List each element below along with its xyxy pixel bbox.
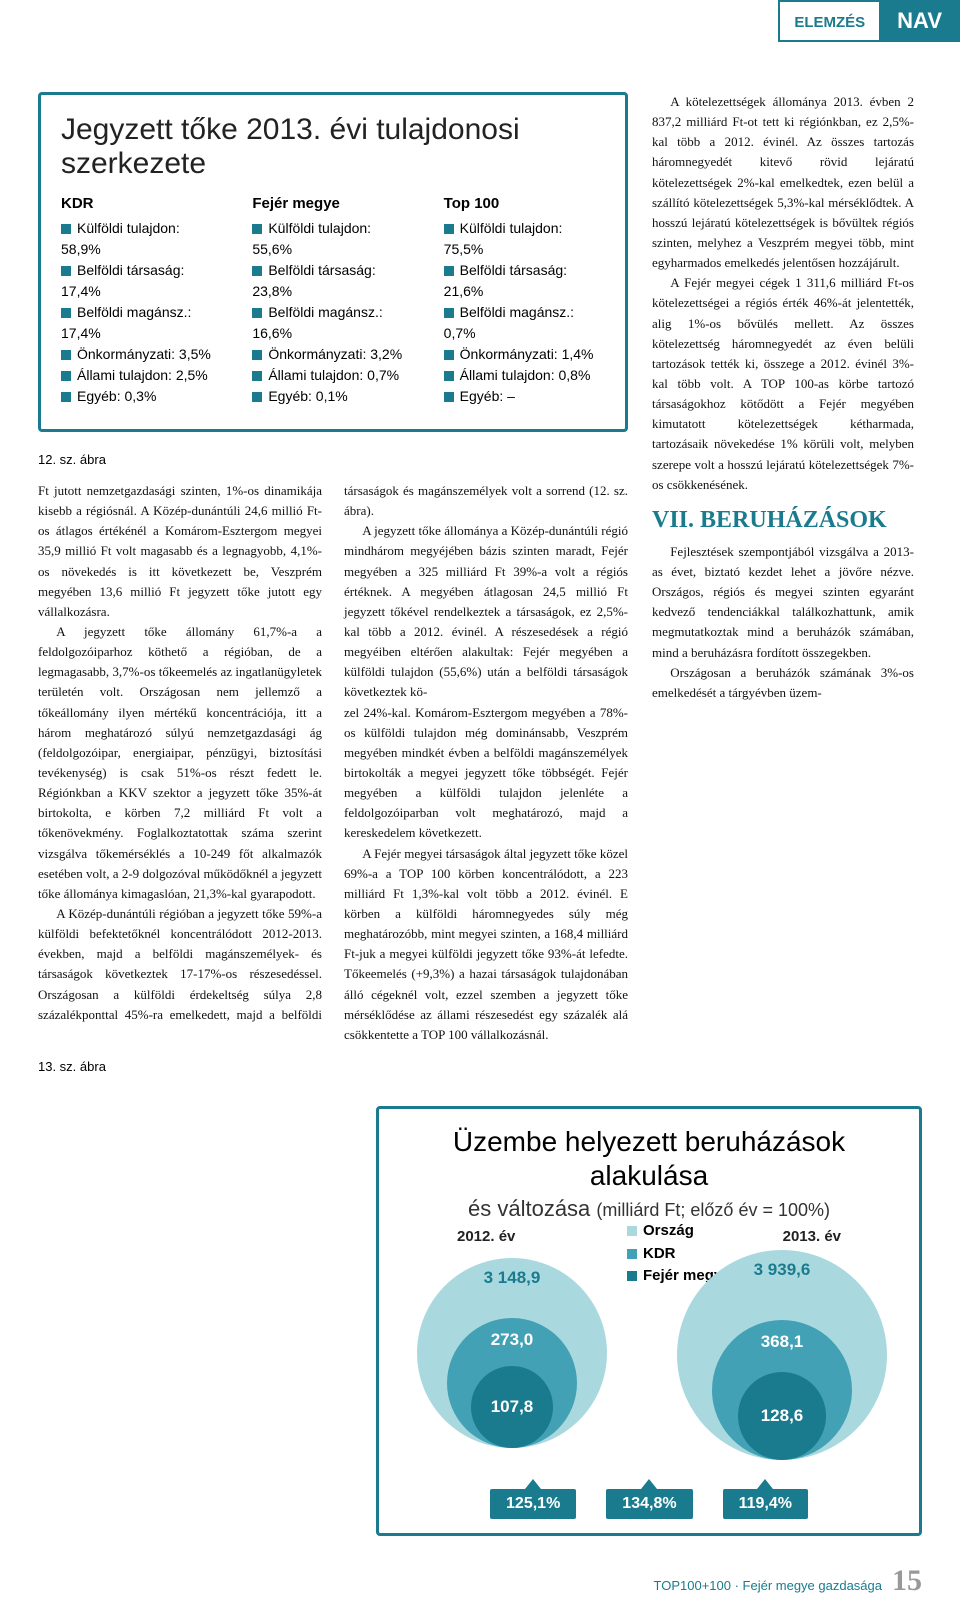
ownership-legend: KDR Külföldi tulajdon: 58,9% Belföldi tá… <box>61 195 605 407</box>
pct-row: 125,1% 134,8% 119,4% <box>379 1489 919 1519</box>
section-label: ELEMZÉS <box>778 0 879 42</box>
side-body-2: Fejlesztések szempontjából vizsgálva a 2… <box>652 542 914 703</box>
pct-kdr: 134,8% <box>606 1489 692 1519</box>
bubble-subtitle: és változása (milliárd Ft; előző év = 10… <box>397 1196 901 1222</box>
circle-2012-fejer: 107,8 <box>471 1366 553 1448</box>
page-footer: TOP100+100 · Fejér megye gazdasága 15 <box>38 1564 922 1622</box>
chart1-caption: 12. sz. ábra <box>38 452 628 467</box>
pct-fejer: 119,4% <box>723 1489 808 1519</box>
bubble-title: Üzembe helyezett beruházások alakulása <box>397 1125 901 1192</box>
body-p6: A Fejér megyei társaságok által jegyzett… <box>344 844 628 1045</box>
ownership-chart-box: Jegyzett tőke 2013. évi tulajdonosi szer… <box>38 92 628 432</box>
footer-text: TOP100+100 · Fejér megye gazdasága <box>654 1578 882 1593</box>
side-p4: Országosan a beruházók számának 3%-os em… <box>652 663 914 703</box>
side-p3: Fejlesztések szempontjából vizsgálva a 2… <box>652 542 914 663</box>
ownership-chart-title: Jegyzett tőke 2013. évi tulajdonosi szer… <box>61 113 605 181</box>
header-band: ELEMZÉS NAV <box>778 0 960 42</box>
legend-head-top100: Top 100 <box>444 195 605 212</box>
investment-bubble-chart: Üzembe helyezett beruházások alakulása é… <box>376 1106 922 1536</box>
body-p4: A jegyzett tőke állománya a Közép-dunánt… <box>344 521 628 702</box>
pct-orszag: 125,1% <box>490 1489 576 1519</box>
body-p1: Ft jutott nemzetgazdasági szinten, 1%-os… <box>38 481 322 622</box>
year-2013: 2013. év <box>783 1228 841 1245</box>
body-p2: A jegyzett tőke állomány 61,7%-a a feldo… <box>38 622 322 904</box>
legend-head-fejer: Fejér megye <box>252 195 413 212</box>
nav-label: NAV <box>879 0 960 42</box>
legend-head-kdr: KDR <box>61 195 222 212</box>
side-p1: A kötelezettségek állománya 2013. évben … <box>652 92 914 273</box>
chart2-caption: 13. sz. ábra <box>38 1059 628 1074</box>
article-body: Ft jutott nemzetgazdasági szinten, 1%-os… <box>38 481 628 1045</box>
circle-2013-fejer: 128,6 <box>738 1372 826 1460</box>
year-2012: 2012. év <box>457 1228 515 1245</box>
body-p5: zel 24%-kal. Komárom-Esztergom megyében … <box>344 703 628 844</box>
footer-page-number: 15 <box>892 1564 922 1598</box>
side-p2: A Fejér megyei cégek 1 311,6 milliárd Ft… <box>652 273 914 495</box>
side-body: A kötelezettségek állománya 2013. évben … <box>652 92 914 495</box>
side-heading: VII. BERUHÁZÁSOK <box>652 507 914 534</box>
